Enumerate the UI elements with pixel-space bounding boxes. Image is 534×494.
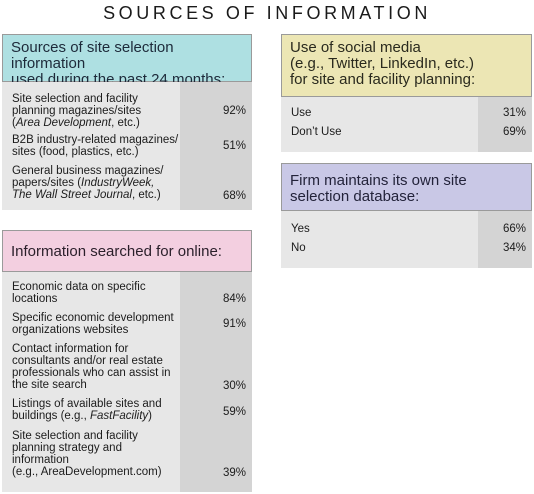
row-value: 30% (222, 380, 246, 392)
row-label: Economic data on specific locations (12, 281, 146, 305)
database-panel: Firm maintains its own site selection da… (281, 163, 532, 268)
row-value: 91% (222, 318, 246, 330)
online-heading: Information searched for online: (2, 230, 252, 272)
row-label: Yes (291, 223, 310, 235)
row-value: 34% (502, 242, 526, 254)
value-column (180, 82, 252, 210)
social-media-panel: Use of social media (e.g., Twitter, Link… (281, 34, 532, 152)
row-label: Listings of available sites and building… (12, 398, 162, 422)
sources-heading-line: Sources of site selection information (11, 39, 174, 72)
database-heading: Firm maintains its own site selection da… (281, 163, 532, 211)
row-value: 66% (502, 223, 526, 235)
row-label: No (291, 242, 306, 254)
page-title: SOURCES OF INFORMATION (103, 3, 431, 23)
value-column (478, 211, 532, 268)
row-label: General business magazines/ papers/sites… (12, 165, 164, 201)
sources-panel: Sources of site selection information us… (2, 34, 252, 210)
row-value: 31% (502, 107, 526, 119)
online-panel: Information searched for online: Economi… (2, 230, 252, 492)
online-table: Economic data on specific locations 84% … (2, 272, 252, 492)
row-label: Use (291, 107, 312, 119)
row-label: B2B industry-related magazines/ sites (f… (12, 134, 179, 158)
value-column (180, 272, 252, 492)
row-value: 69% (502, 126, 526, 138)
row-value: 68% (222, 190, 246, 202)
row-label: Contact information for consultants and/… (12, 343, 171, 391)
row-value: 59% (222, 406, 246, 418)
row-label: Site selection and facility planning mag… (12, 93, 142, 129)
sources-table: Site selection and facility planning mag… (2, 82, 252, 210)
social-media-table: Use 31% Don’t Use 69% (281, 97, 532, 152)
sources-heading: Sources of site selection information us… (2, 34, 252, 88)
row-label: Site selection and facility planning str… (12, 430, 162, 478)
row-value: 84% (222, 293, 246, 305)
row-value: 39% (222, 467, 246, 479)
row-label: Don’t Use (291, 126, 342, 138)
database-table: Yes 66% No 34% (281, 211, 532, 268)
row-value: 92% (222, 105, 246, 117)
row-value: 51% (222, 140, 246, 152)
row-label: Specific economic development organizati… (12, 312, 174, 336)
value-column (478, 97, 532, 152)
social-media-heading: Use of social media (e.g., Twitter, Link… (281, 34, 532, 97)
